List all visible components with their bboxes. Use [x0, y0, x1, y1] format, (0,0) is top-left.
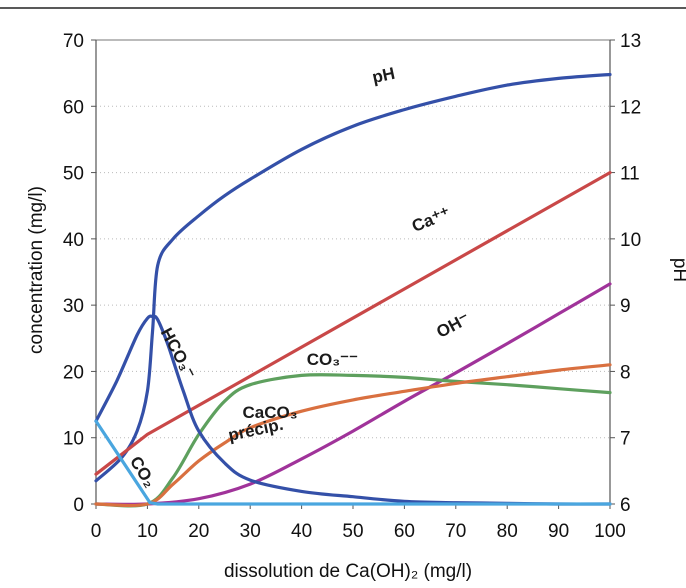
y-left-tick-label: 60 [63, 97, 84, 118]
y-right-tick-label: 12 [620, 97, 641, 118]
y-left-tick-label: 20 [63, 362, 84, 383]
y-right-tick-label: 6 [620, 495, 631, 516]
y-left-tick-label: 50 [63, 164, 84, 185]
caco3-precip-line [94, 363, 612, 508]
y-left-tick-label: 40 [63, 230, 84, 251]
co2-line [94, 419, 612, 506]
x-tick-label: 10 [137, 521, 158, 542]
series-lines [94, 72, 612, 508]
x-tick-label: 70 [445, 521, 466, 542]
y-right-tick-label: 13 [620, 31, 641, 52]
y-right-tick-label: 9 [620, 296, 631, 317]
x-tick-label: 100 [594, 521, 626, 542]
y-left-tick-label: 70 [63, 31, 84, 52]
y-right-tick-label: 11 [620, 164, 640, 185]
tick-labels: 0 10 20 30 40 50 60 70 80 90 100 0 10 20 30 40 50 60 70 6 7 8… [63, 31, 641, 542]
x-tick-label: 0 [91, 521, 102, 542]
y-right-axis-title: pH [669, 258, 686, 282]
ca-line [94, 171, 612, 476]
ca-label: Ca⁺⁺ [409, 203, 453, 235]
x-axis-title: dissolution de Ca(OH)₂ (mg/l) [224, 561, 472, 582]
x-tick-label: 60 [394, 521, 415, 542]
x-tick-label: 30 [240, 521, 261, 542]
gridlines [96, 39, 610, 505]
precip-label: précip. [226, 415, 284, 445]
co3-line [94, 373, 612, 508]
x-tick-label: 40 [291, 521, 312, 542]
oh-line [94, 282, 612, 506]
y-left-tick-label: 0 [73, 495, 84, 516]
y-left-axis-title: concentration (mg/l) [26, 186, 47, 354]
axes [95, 40, 611, 505]
x-tick-label: 50 [342, 521, 363, 542]
oh-label: OH⁻ [433, 309, 472, 342]
caco3-label: CaCO₃ [243, 403, 298, 422]
ph-label: pH [370, 64, 396, 87]
plot-frame [95, 39, 611, 505]
y-right-tick-label: 7 [620, 429, 631, 450]
x-tick-label: 20 [188, 521, 209, 542]
hco3-label: HCO₃⁻ [157, 325, 199, 382]
co3-label: CO₃⁻⁻ [307, 350, 358, 369]
y-left-tick-label: 30 [63, 296, 84, 317]
ph-line [94, 72, 612, 483]
x-tick-label: 90 [548, 521, 569, 542]
y-left-tick-label: 10 [63, 429, 84, 450]
y-right-tick-label: 10 [620, 230, 641, 251]
y-right-tick-label: 8 [620, 362, 631, 383]
x-tick-label: 80 [497, 521, 518, 542]
